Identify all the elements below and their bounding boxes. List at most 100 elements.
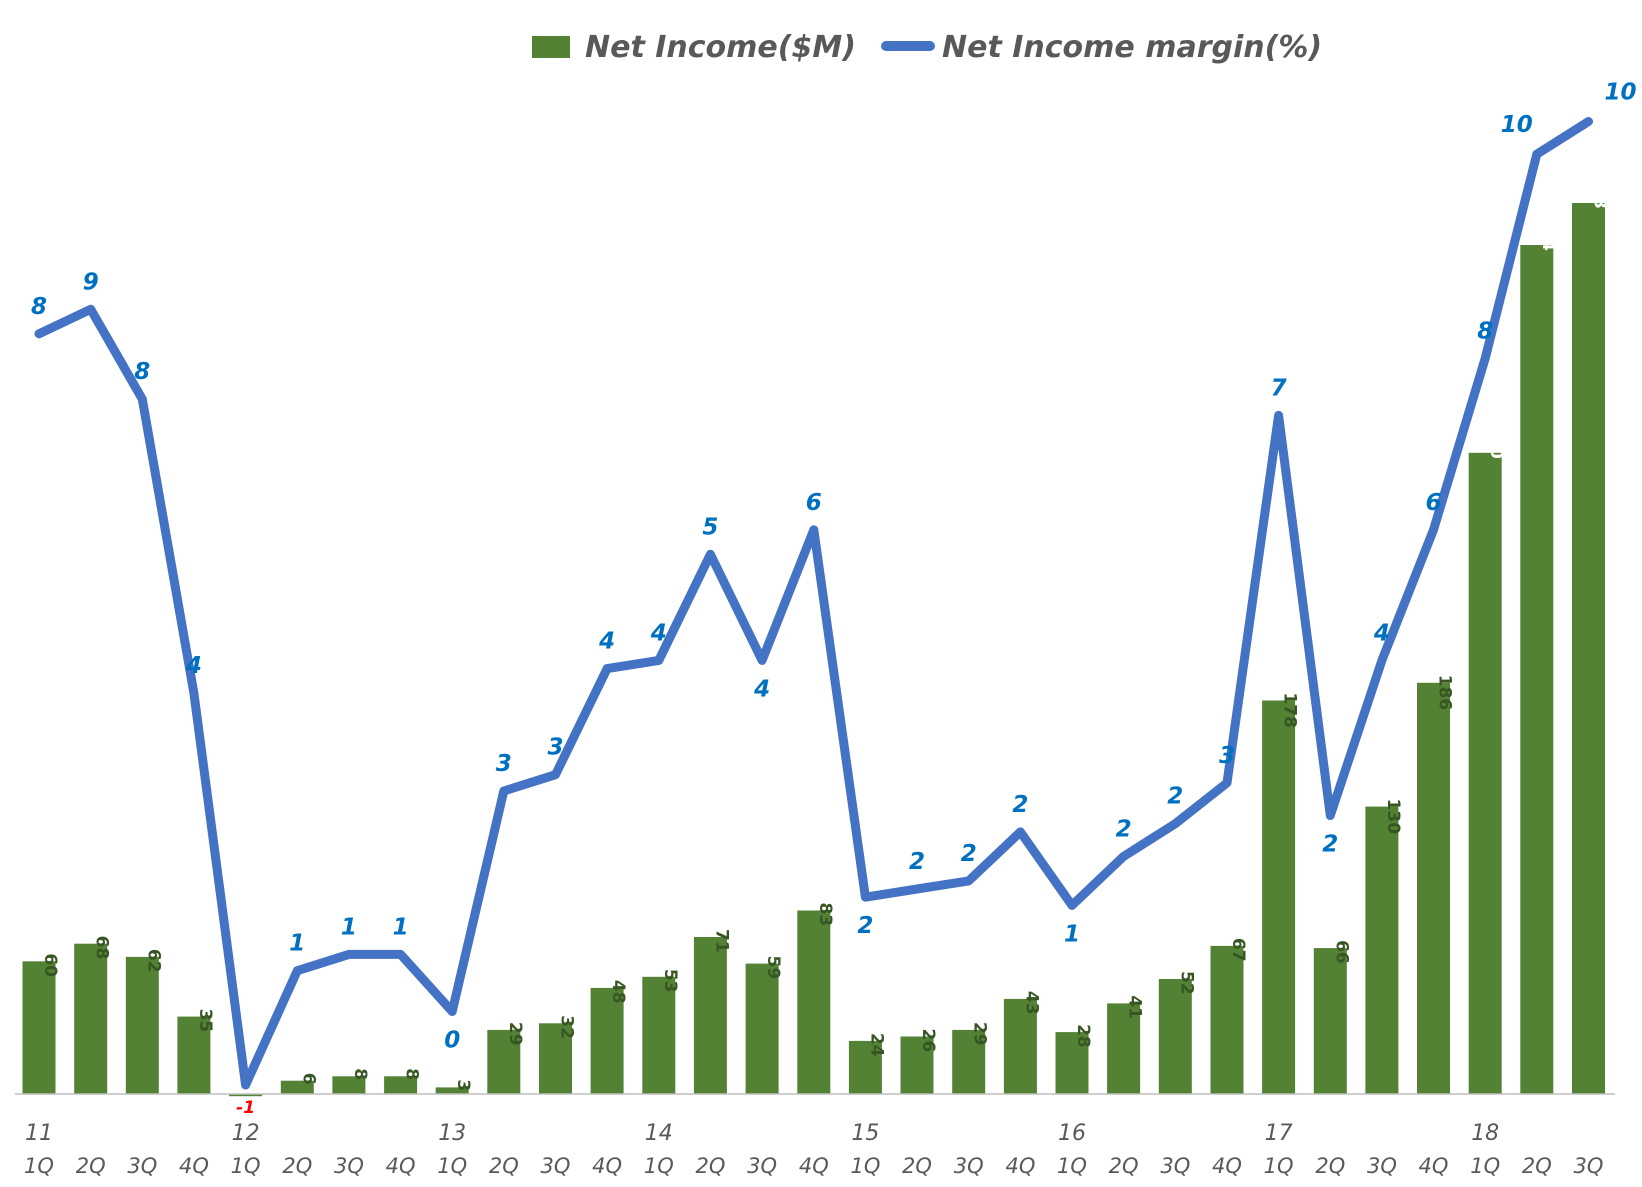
bar-value-label: 3	[453, 1079, 473, 1091]
bar-value-label: 66	[1331, 940, 1351, 964]
x-tick-quarter: 1Q	[1264, 1154, 1294, 1178]
x-tick-year: 13	[438, 1121, 466, 1146]
x-tick-quarter: 2Q	[282, 1154, 312, 1178]
margin-value-label: 2	[1012, 792, 1028, 818]
bar	[797, 910, 831, 1094]
bar-value-label: 24	[866, 1033, 886, 1057]
bar	[952, 1029, 986, 1094]
bar-value-label: 60	[40, 953, 60, 977]
bar	[1158, 979, 1192, 1094]
x-tick-quarter: 3Q	[334, 1154, 364, 1178]
x-tick-year: 11	[25, 1121, 53, 1146]
bar-series	[22, 203, 1605, 1097]
bar	[900, 1036, 934, 1094]
bar-value-label: 186	[1435, 675, 1455, 711]
margin-value-label: 10	[1604, 80, 1636, 106]
bar-value-label: 48	[608, 980, 628, 1004]
bar-value-label: 71	[711, 929, 731, 953]
margin-value-label: 1	[289, 931, 305, 957]
bar	[1210, 945, 1244, 1094]
bar-value-label: 59	[763, 956, 783, 980]
x-tick-quarter: 4Q	[592, 1154, 622, 1178]
margin-value-label: 0	[444, 1028, 460, 1054]
bar	[693, 937, 727, 1094]
bar	[1107, 1003, 1141, 1094]
bar-value-label: 290	[1486, 423, 1506, 459]
bar-value-label: 52	[1176, 971, 1196, 995]
bar-value-label: 43	[1021, 991, 1041, 1015]
margin-value-label: 2	[1322, 832, 1338, 858]
bar	[1417, 682, 1450, 1094]
x-tick-quarter: 4Q	[179, 1154, 209, 1178]
bar	[487, 1029, 521, 1094]
bar	[229, 1094, 263, 1097]
x-tick-quarter: 2Q	[902, 1154, 932, 1178]
line-series	[34, 117, 1593, 1090]
x-tick-quarter: 3Q	[127, 1154, 157, 1178]
margin-value-label: 9	[83, 269, 99, 295]
bar-value-label: 130	[1383, 799, 1403, 835]
margin-value-label: 2	[909, 849, 925, 875]
x-tick-quarter: 3Q	[747, 1154, 777, 1178]
bar	[745, 963, 779, 1094]
margin-value-label: 4	[185, 653, 202, 679]
margin-value-label: 8	[31, 294, 47, 320]
bar	[74, 943, 108, 1094]
bar-value-label: -1	[236, 1098, 255, 1118]
chart-legend: Net Income($M) Net Income margin(%)	[532, 30, 1322, 65]
bar	[125, 956, 159, 1094]
bar-value-label: 28	[1073, 1024, 1093, 1048]
bar	[332, 1076, 366, 1094]
x-tick-year: 16	[1058, 1121, 1086, 1146]
x-tick-quarter: 1Q	[437, 1154, 467, 1178]
x-tick-quarter: 1Q	[24, 1154, 54, 1178]
margin-value-label: 4	[1373, 620, 1390, 646]
x-tick-year: 18	[1471, 1121, 1499, 1146]
margin-value-label: 8	[1477, 318, 1493, 344]
bar-value-label: 32	[557, 1015, 577, 1039]
bar-value-label: 178	[1280, 692, 1300, 728]
bar-value-label: 62	[143, 949, 163, 973]
bar-value-label: 26	[918, 1029, 938, 1053]
x-tick-quarter: 4Q	[1419, 1154, 1449, 1178]
bar	[1468, 452, 1502, 1094]
margin-value-label: 4	[650, 620, 667, 646]
bar	[539, 1023, 572, 1094]
x-tick-quarter: 3Q	[1367, 1154, 1397, 1178]
margin-value-label: 1	[341, 914, 357, 940]
x-tick-quarter: 1Q	[1057, 1154, 1087, 1178]
bar	[1520, 245, 1554, 1094]
bar-value-label: 384	[1538, 216, 1558, 252]
bar	[642, 976, 676, 1094]
bar	[1003, 998, 1037, 1094]
bar	[435, 1087, 469, 1094]
bar-value-label: 53	[660, 969, 680, 993]
x-tick-year: 12	[232, 1121, 260, 1146]
x-tick-quarter: 2Q	[695, 1154, 725, 1178]
x-tick-quarter: 3Q	[1574, 1154, 1604, 1178]
x-axis-ticks: 1Q 2Q 3Q 4Q 1Q 2Q 3Q 4Q 1Q 2Q 3Q 4Q 1Q 2Q 3Q 4Q 1Q 2Q 3Q 4Q…	[24, 1121, 1603, 1178]
margin-value-label: 2	[961, 841, 977, 867]
bar	[1365, 806, 1399, 1094]
bar-value-label: 29	[970, 1022, 990, 1046]
legend-label-net-income: Net Income($M)	[585, 30, 856, 65]
margin-value-label: 8	[134, 359, 150, 385]
bar-value-label: 35	[195, 1009, 215, 1033]
x-tick-quarter: 1Q	[231, 1154, 261, 1178]
x-tick-quarter: 4Q	[1212, 1154, 1242, 1178]
margin-value-label: 4	[598, 629, 615, 655]
margin-value-label: 1	[393, 914, 409, 940]
x-tick-quarter: 2Q	[1109, 1154, 1139, 1178]
x-tick-year: 15	[851, 1121, 879, 1146]
x-tick-quarter: 1Q	[850, 1154, 880, 1178]
x-tick-quarter: 4Q	[799, 1154, 829, 1178]
x-tick-quarter: 3Q	[1160, 1154, 1190, 1178]
x-tick-quarter: 1Q	[1470, 1154, 1500, 1178]
bar	[1262, 700, 1296, 1094]
margin-value-label: 1	[1064, 921, 1080, 947]
margin-value-label: 2	[1116, 816, 1132, 842]
bar	[1055, 1032, 1089, 1094]
bar	[384, 1076, 418, 1094]
